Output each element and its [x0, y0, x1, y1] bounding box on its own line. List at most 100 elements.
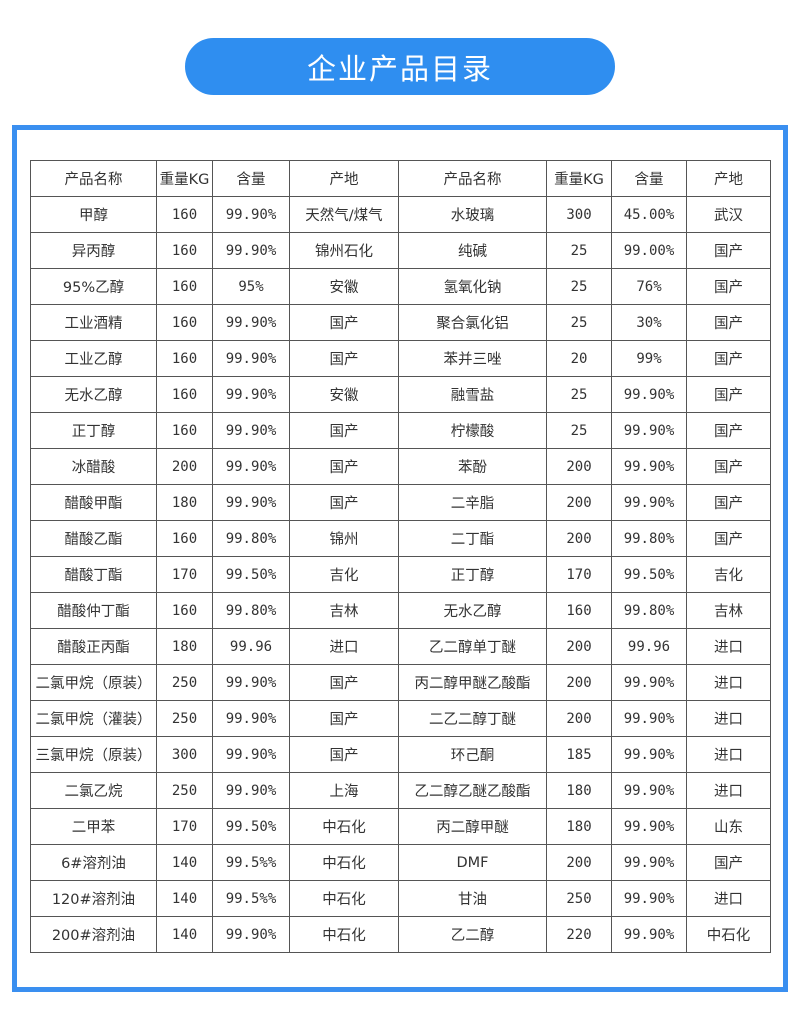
origin-cell: 国产: [289, 484, 399, 521]
product-name-cell: 工业乙醇: [30, 340, 157, 377]
weight-cell: 160: [156, 232, 213, 269]
origin-cell: 武汉: [686, 196, 771, 233]
origin-cell: 国产: [289, 448, 399, 485]
weight-cell: 25: [546, 304, 612, 341]
column-header: 产品名称: [30, 160, 157, 197]
content-cell: 99%: [611, 340, 687, 377]
weight-cell: 185: [546, 736, 612, 773]
product-name-cell: 苯酚: [398, 448, 547, 485]
weight-cell: 160: [156, 592, 213, 629]
weight-cell: 250: [156, 700, 213, 737]
origin-cell: 锦州石化: [289, 232, 399, 269]
table-row: 醋酸仲丁酯 160 99.80% 吉林 无水乙醇 160 99.80% 吉林: [30, 592, 771, 629]
weight-cell: 300: [546, 196, 612, 233]
weight-cell: 25: [546, 376, 612, 413]
origin-cell: 国产: [686, 484, 771, 521]
table-row: 无水乙醇 160 99.90% 安徽 融雪盐 25 99.90% 国产: [30, 376, 771, 413]
content-cell: 99.90%: [212, 736, 290, 773]
weight-cell: 200: [546, 664, 612, 701]
product-name-cell: 二甲苯: [30, 808, 157, 845]
content-cell: 99.80%: [611, 592, 687, 629]
content-cell: 99.90%: [212, 340, 290, 377]
weight-cell: 160: [156, 376, 213, 413]
origin-cell: 中石化: [289, 916, 399, 953]
table-row: 工业酒精 160 99.90% 国产 聚合氯化铝 25 30% 国产: [30, 304, 771, 341]
content-cell: 45.00%: [611, 196, 687, 233]
origin-cell: 国产: [686, 304, 771, 341]
product-name-cell: 二氯甲烷（原装）: [30, 664, 157, 701]
content-cell: 99.50%: [611, 556, 687, 593]
content-cell: 99.5%%: [212, 844, 290, 881]
product-name-cell: 二辛脂: [398, 484, 547, 521]
content-cell: 99.90%: [212, 772, 290, 809]
column-header: 产地: [686, 160, 771, 197]
weight-cell: 170: [156, 808, 213, 845]
product-name-cell: 醋酸乙酯: [30, 520, 157, 557]
product-name-cell: 丙二醇甲醚乙酸酯: [398, 664, 547, 701]
weight-cell: 20: [546, 340, 612, 377]
content-cell: 99.90%: [611, 736, 687, 773]
table-row: 异丙醇 160 99.90% 锦州石化 纯碱 25 99.00% 国产: [30, 232, 771, 269]
content-cell: 99.90%: [611, 844, 687, 881]
weight-cell: 200: [546, 844, 612, 881]
product-table: 产品名称 重量KG 含量 产地 产品名称 重量KG 含量 产地 甲醇 160 99.90% 天然气/煤…: [30, 160, 771, 953]
content-cell: 99.90%: [611, 664, 687, 701]
origin-cell: 进口: [686, 736, 771, 773]
weight-cell: 180: [546, 808, 612, 845]
product-name-cell: 水玻璃: [398, 196, 547, 233]
product-name-cell: 丙二醇甲醚: [398, 808, 547, 845]
weight-cell: 180: [546, 772, 612, 809]
origin-cell: 国产: [686, 268, 771, 305]
origin-cell: 国产: [686, 448, 771, 485]
column-header: 含量: [611, 160, 687, 197]
content-cell: 99.90%: [212, 412, 290, 449]
table-row: 醋酸乙酯 160 99.80% 锦州 二丁酯 200 99.80% 国产: [30, 520, 771, 557]
column-header: 重量KG: [156, 160, 213, 197]
origin-cell: 进口: [686, 664, 771, 701]
product-name-cell: 苯并三唑: [398, 340, 547, 377]
table-row: 醋酸丁酯 170 99.50% 吉化 正丁醇 170 99.50% 吉化: [30, 556, 771, 593]
content-cell: 99.90%: [611, 808, 687, 845]
origin-cell: 锦州: [289, 520, 399, 557]
origin-cell: 国产: [289, 412, 399, 449]
weight-cell: 170: [156, 556, 213, 593]
origin-cell: 安徽: [289, 268, 399, 305]
product-name-cell: 无水乙醇: [398, 592, 547, 629]
content-cell: 99.96: [212, 628, 290, 665]
weight-cell: 160: [156, 304, 213, 341]
table-header-row: 产品名称 重量KG 含量 产地 产品名称 重量KG 含量 产地: [30, 160, 771, 197]
content-cell: 99.96: [611, 628, 687, 665]
product-name-cell: 甲醇: [30, 196, 157, 233]
product-name-cell: 纯碱: [398, 232, 547, 269]
product-name-cell: 甘油: [398, 880, 547, 917]
table-row: 二氯甲烷（灌装） 250 99.90% 国产 二乙二醇丁醚 200 99.90% 进口: [30, 700, 771, 737]
table-row: 二氯甲烷（原装） 250 99.90% 国产 丙二醇甲醚乙酸酯 200 99.90% 进口: [30, 664, 771, 701]
product-name-cell: 柠檬酸: [398, 412, 547, 449]
product-name-cell: 正丁醇: [30, 412, 157, 449]
origin-cell: 中石化: [289, 880, 399, 917]
product-name-cell: 乙二醇单丁醚: [398, 628, 547, 665]
product-name-cell: 聚合氯化铝: [398, 304, 547, 341]
weight-cell: 25: [546, 268, 612, 305]
weight-cell: 250: [546, 880, 612, 917]
content-cell: 99.90%: [611, 916, 687, 953]
origin-cell: 吉化: [686, 556, 771, 593]
origin-cell: 吉林: [289, 592, 399, 629]
weight-cell: 200: [546, 484, 612, 521]
product-name-cell: DMF: [398, 844, 547, 881]
content-cell: 99.90%: [212, 232, 290, 269]
content-cell: 99.90%: [212, 196, 290, 233]
table-row: 三氯甲烷（原装） 300 99.90% 国产 环己酮 185 99.90% 进口: [30, 736, 771, 773]
weight-cell: 180: [156, 484, 213, 521]
origin-cell: 国产: [686, 340, 771, 377]
table-row: 冰醋酸 200 99.90% 国产 苯酚 200 99.90% 国产: [30, 448, 771, 485]
page-title: 企业产品目录: [185, 38, 615, 95]
table-row: 醋酸甲酯 180 99.90% 国产 二辛脂 200 99.90% 国产: [30, 484, 771, 521]
origin-cell: 国产: [686, 232, 771, 269]
weight-cell: 160: [156, 412, 213, 449]
product-name-cell: 醋酸仲丁酯: [30, 592, 157, 629]
product-name-cell: 氢氧化钠: [398, 268, 547, 305]
weight-cell: 160: [156, 520, 213, 557]
origin-cell: 国产: [686, 844, 771, 881]
weight-cell: 220: [546, 916, 612, 953]
